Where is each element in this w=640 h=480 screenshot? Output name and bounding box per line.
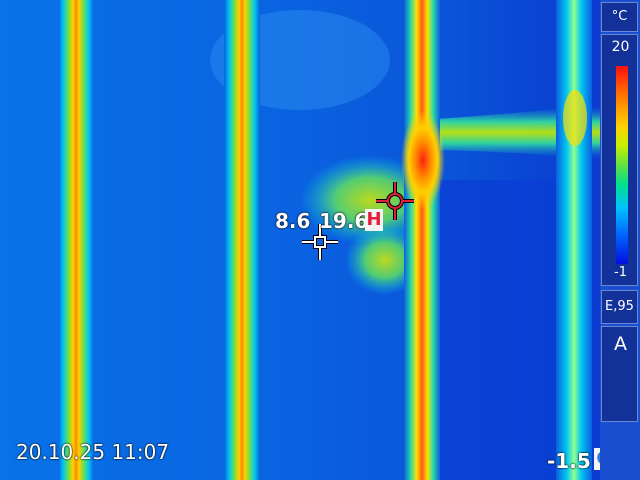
thermal-image — [0, 0, 600, 480]
mode-panel[interactable]: A — [601, 326, 638, 422]
sidebar: °C 20 -1 E,95 A — [600, 0, 640, 480]
hot-marker-badge: H — [365, 209, 383, 231]
timestamp: 20.10.25 11:07 — [16, 440, 170, 464]
mode-label: A — [614, 333, 627, 355]
unit-label[interactable]: °C — [601, 2, 638, 32]
scale-max-label: 20 — [611, 39, 630, 55]
scale-min-label: -1 — [614, 265, 627, 280]
spot-temperature-cold: 8.6 — [275, 209, 311, 233]
crosshair-hot-icon — [376, 182, 414, 220]
cold-spot-value: -1.5 — [547, 449, 591, 473]
crosshair-cold-icon — [302, 224, 338, 260]
color-scale-bar — [616, 66, 628, 264]
temperature-scale: 20 -1 — [601, 34, 638, 286]
spot-temperature-hot: 19.6 — [319, 209, 369, 233]
emissivity-label[interactable]: E,95 — [601, 290, 638, 324]
